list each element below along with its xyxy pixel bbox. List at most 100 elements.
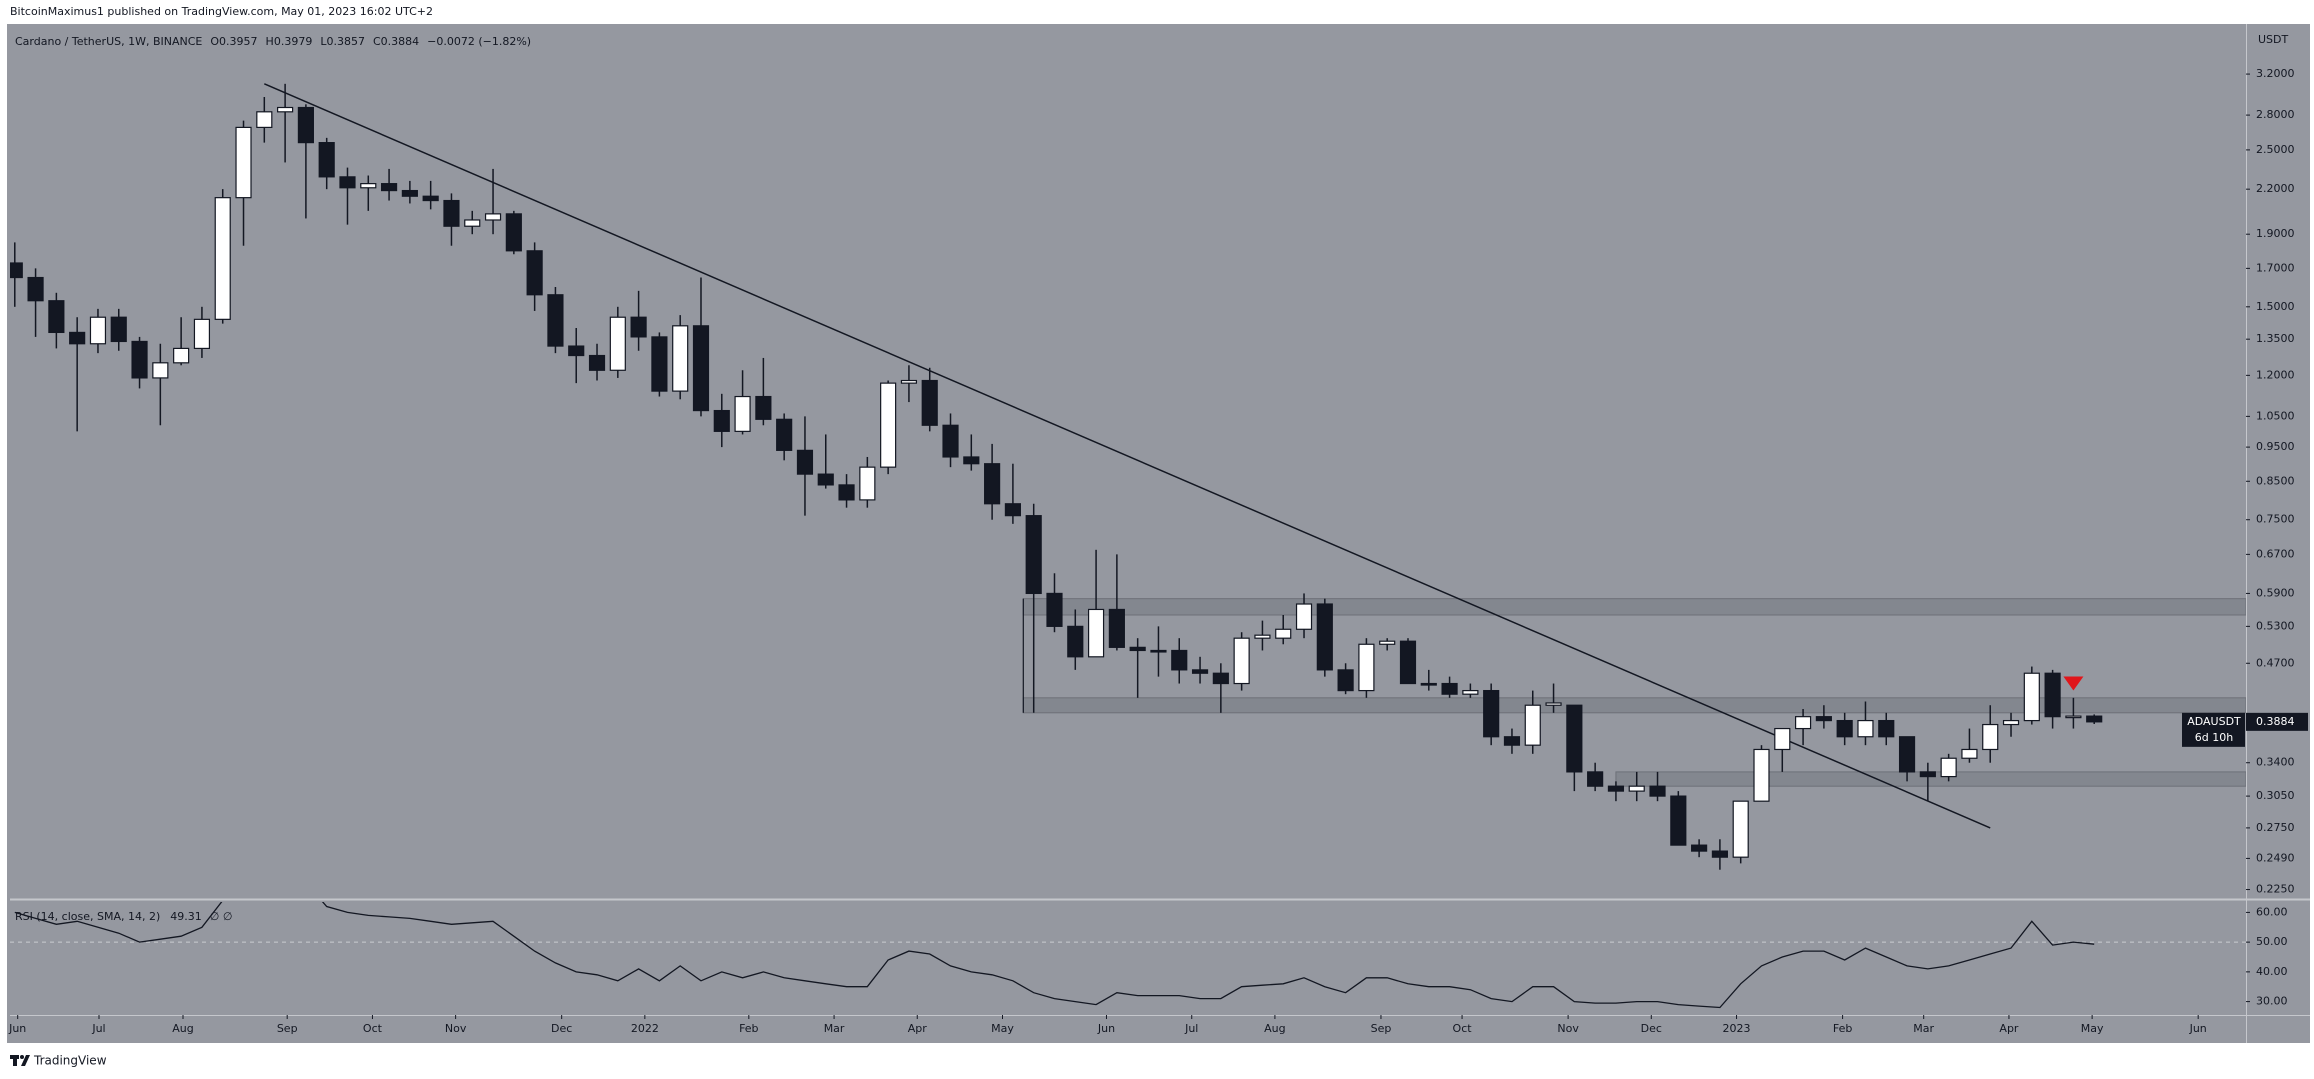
x-tick-label: Aug	[172, 1022, 193, 1035]
x-tick-label: Dec	[551, 1022, 572, 1035]
y-tick-label: 2.8000	[2256, 108, 2295, 121]
open-label: O	[210, 35, 219, 48]
x-tick-label: Mar	[1913, 1022, 1934, 1035]
candle-body	[2002, 719, 2020, 726]
candle-body	[1566, 704, 1583, 773]
candle-body	[1691, 844, 1708, 852]
price-label: 0.3884	[2256, 715, 2295, 728]
logo-stem	[13, 1055, 17, 1066]
x-tick-label: Jun	[1097, 1022, 1115, 1035]
candle-body	[1545, 702, 1562, 706]
candle-body	[734, 395, 751, 432]
y-tick-label: 0.8500	[2256, 474, 2295, 487]
candle-body	[755, 395, 772, 420]
x-tick-label: Nov	[445, 1022, 467, 1035]
candle-body	[1087, 608, 1105, 658]
candle-body	[651, 336, 668, 392]
y-tick-label: 0.6700	[2256, 547, 2295, 560]
high-value: 0.3979	[274, 35, 313, 48]
symbol-title: Cardano / TetherUS, 1W, BINANCE	[15, 35, 202, 48]
candle-body	[817, 473, 834, 486]
candle-body	[1337, 669, 1354, 692]
candle-body	[1316, 603, 1333, 671]
y-tick-label: 2.5000	[2256, 143, 2295, 156]
candle-body	[1212, 672, 1229, 685]
candle-body	[1836, 719, 1853, 738]
x-tick-label: Jun	[2189, 1022, 2207, 1035]
candle-body	[1379, 640, 1396, 645]
rsi-tick-label: 30.00	[2256, 995, 2288, 1008]
y-tick-label: 0.7500	[2256, 513, 2295, 526]
candle-body	[1815, 716, 1832, 722]
candle-body	[1753, 748, 1770, 802]
x-tick-label: Sep	[277, 1022, 298, 1035]
candle-body	[69, 331, 86, 345]
x-tick-label: 2022	[631, 1022, 659, 1035]
footer-logo	[10, 1055, 30, 1066]
y-tick-label: 1.0500	[2256, 409, 2295, 422]
candle-body	[1503, 736, 1521, 746]
x-tick-label: Oct	[363, 1022, 383, 1035]
candle-body	[1295, 603, 1313, 630]
high-label: H	[266, 35, 274, 48]
price-label-bg	[2246, 712, 2308, 731]
candle-body	[984, 463, 1001, 505]
candle-body	[1129, 646, 1146, 652]
candle-body	[568, 345, 585, 357]
x-tick-label: Sep	[1371, 1022, 1392, 1035]
candle-body	[1878, 719, 1895, 738]
candle-body	[921, 379, 938, 426]
candle-body	[27, 276, 44, 302]
candle-body	[1961, 748, 1978, 759]
candle-body	[277, 106, 294, 113]
candle-body	[110, 316, 127, 343]
candle-body	[963, 456, 980, 465]
candle-body	[1711, 850, 1728, 858]
candle-body	[1420, 682, 1437, 686]
candle-body	[942, 424, 959, 458]
candle-body	[526, 250, 543, 296]
candle-body	[1399, 640, 1417, 685]
y-tick-label: 0.5300	[2256, 619, 2295, 632]
legend: Cardano / TetherUS, 1W, BINANCE O0.3957 H0…	[15, 35, 531, 48]
y-tick-label: 1.2000	[2256, 368, 2295, 381]
candle-body	[838, 484, 855, 501]
candle-body	[1628, 785, 1645, 792]
zone	[1022, 598, 2246, 616]
marker	[2063, 676, 2084, 691]
candle-body	[1940, 757, 1957, 778]
y-tick-label: 3.2000	[2256, 67, 2295, 80]
candle-body	[339, 176, 356, 189]
candle-body	[10, 262, 23, 279]
candle-body	[713, 409, 730, 432]
x-tick-label: May	[991, 1022, 1014, 1035]
x-tick-label: Feb	[739, 1022, 758, 1035]
candle-body	[2065, 715, 2082, 719]
y-tick-label: 1.7000	[2256, 261, 2295, 274]
y-tick-label: 2.2000	[2256, 182, 2295, 195]
rsi-tick-label: 50.00	[2256, 935, 2288, 948]
low-value: 0.3857	[326, 35, 365, 48]
candle-body	[152, 362, 169, 379]
candle-body	[131, 340, 148, 379]
x-tick-label: Apr	[908, 1022, 928, 1035]
logo-dot	[20, 1055, 24, 1059]
y-tick-label: 0.5900	[2256, 586, 2295, 599]
candle-body	[859, 466, 876, 501]
x-tick-label: Nov	[1557, 1022, 1579, 1035]
x-tick-label: Oct	[1453, 1022, 1473, 1035]
x-tick-label: Jun	[8, 1022, 26, 1035]
rsi-pane	[10, 902, 2246, 1009]
candle-body	[1483, 689, 1500, 738]
candle-body	[89, 316, 107, 345]
rsi-label: RSI (14, close, SMA, 14, 2)	[15, 910, 160, 923]
logo-slash	[21, 1055, 30, 1066]
candle-body	[193, 318, 211, 350]
change: −0.0072 (−1.82%)	[427, 35, 531, 48]
x-tick-label: Jul	[1184, 1022, 1198, 1035]
zone	[1022, 697, 2246, 714]
chart-panel	[7, 24, 2310, 1043]
price-pane	[10, 83, 2246, 870]
currency: USDT	[2258, 33, 2289, 46]
rsi-tick-label: 60.00	[2256, 905, 2288, 918]
